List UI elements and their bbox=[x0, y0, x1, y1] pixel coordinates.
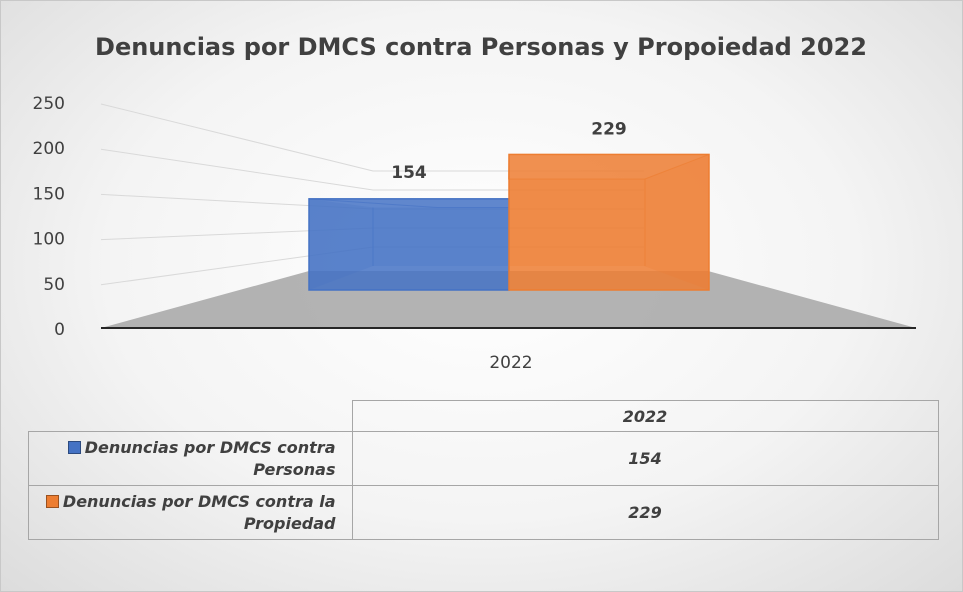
table-row-label: Denuncias por DMCS contra Personas bbox=[28, 431, 353, 486]
bar-edge bbox=[507, 153, 710, 180]
x-tick-label: 2022 bbox=[489, 353, 532, 373]
y-tick-label: 200 bbox=[33, 139, 65, 159]
chart-title: Denuncias por DMCS contra Personas y Pro… bbox=[95, 33, 867, 61]
legend-key bbox=[45, 494, 59, 508]
y-tick-label: 50 bbox=[43, 275, 65, 295]
bar bbox=[508, 153, 710, 291]
legend-label: Denuncias por DMCS contra Personas bbox=[84, 437, 336, 479]
table-header: 2022 bbox=[351, 400, 939, 432]
legend-label: Denuncias por DMCS contra la Propiedad bbox=[62, 491, 336, 533]
table-row-label: Denuncias por DMCS contra la Propiedad bbox=[28, 485, 353, 540]
bar bbox=[308, 198, 510, 291]
y-tick-label: 250 bbox=[33, 94, 65, 114]
table-cell: 229 bbox=[351, 485, 939, 540]
y-tick-label: 100 bbox=[33, 230, 65, 250]
y-tick-label: 0 bbox=[54, 320, 65, 340]
table-corner bbox=[28, 400, 353, 432]
table-cell: 154 bbox=[351, 431, 939, 486]
floor bbox=[101, 271, 916, 328]
data-table: 2022 Denuncias por DMCS contra Personas … bbox=[28, 400, 939, 540]
legend-key bbox=[67, 440, 81, 454]
y-tick-label: 150 bbox=[33, 184, 65, 204]
data-label: 154 bbox=[391, 163, 427, 183]
data-label: 229 bbox=[591, 119, 627, 139]
